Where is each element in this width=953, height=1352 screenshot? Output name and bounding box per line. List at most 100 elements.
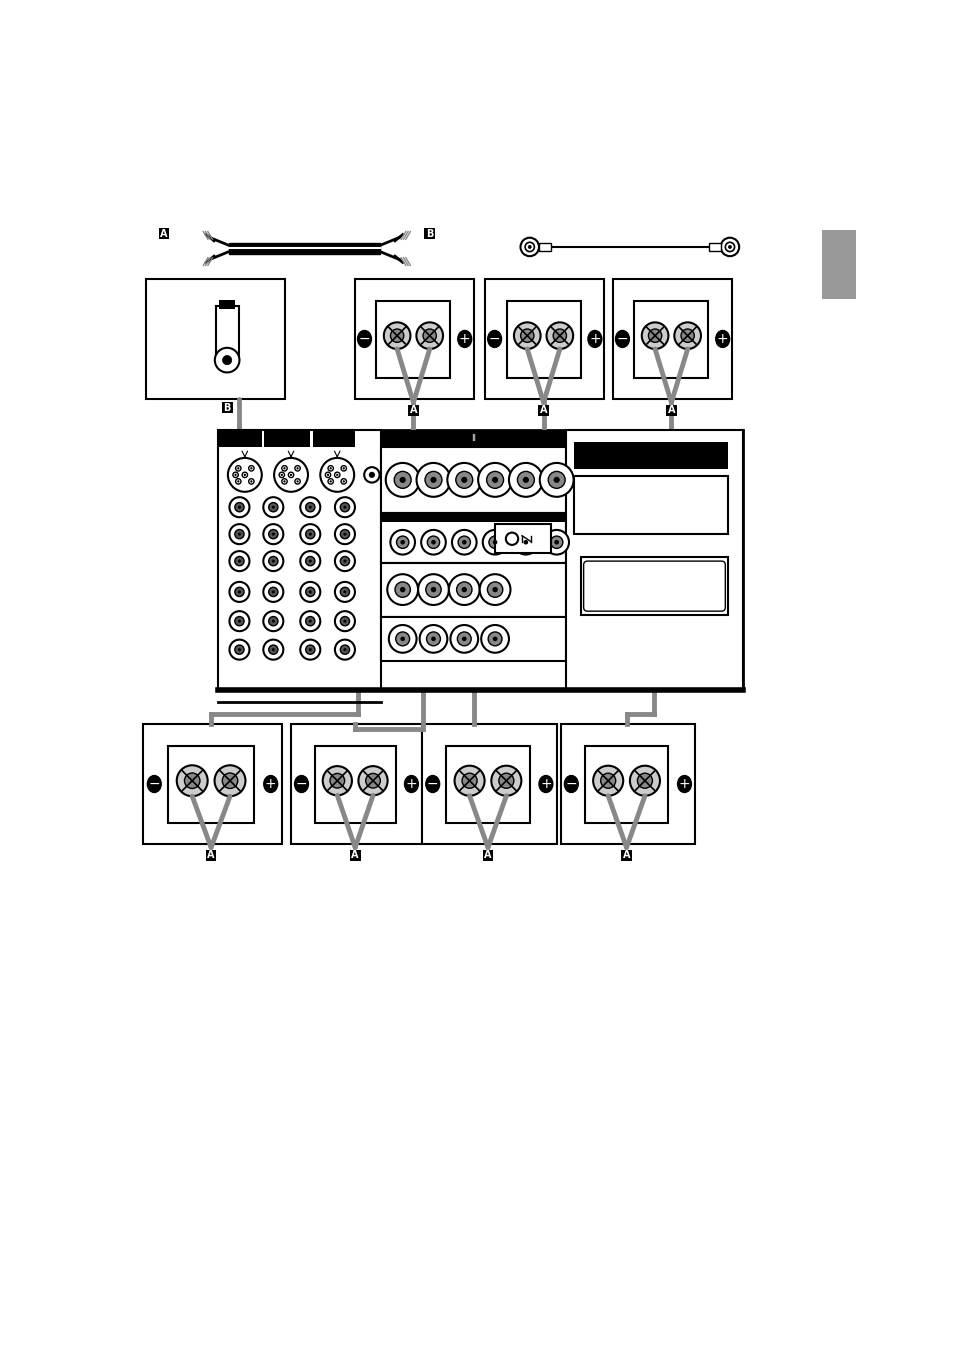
Text: A: A xyxy=(351,850,358,860)
Bar xyxy=(821,230,856,299)
Circle shape xyxy=(456,472,473,488)
Circle shape xyxy=(328,479,333,484)
Bar xyxy=(495,525,550,553)
Circle shape xyxy=(233,472,238,477)
Circle shape xyxy=(341,465,346,470)
Circle shape xyxy=(493,637,497,641)
Circle shape xyxy=(340,557,349,565)
Circle shape xyxy=(600,773,615,788)
Circle shape xyxy=(234,473,236,476)
Circle shape xyxy=(281,465,287,470)
Circle shape xyxy=(637,773,652,788)
Bar xyxy=(143,725,281,844)
Circle shape xyxy=(305,557,314,565)
Circle shape xyxy=(300,525,320,544)
Circle shape xyxy=(249,465,253,470)
Circle shape xyxy=(491,765,521,796)
Circle shape xyxy=(335,581,355,602)
Circle shape xyxy=(488,537,500,549)
Circle shape xyxy=(296,480,298,483)
Ellipse shape xyxy=(294,776,308,792)
Bar xyxy=(560,725,695,844)
Circle shape xyxy=(294,465,300,470)
Circle shape xyxy=(431,587,436,592)
Circle shape xyxy=(456,631,471,646)
Circle shape xyxy=(479,575,510,604)
Circle shape xyxy=(274,458,308,492)
Circle shape xyxy=(263,611,283,631)
Circle shape xyxy=(263,525,283,544)
Circle shape xyxy=(250,480,253,483)
Circle shape xyxy=(680,329,694,342)
Text: −: − xyxy=(358,333,370,346)
Circle shape xyxy=(456,581,472,598)
Circle shape xyxy=(309,591,312,594)
Circle shape xyxy=(229,525,249,544)
Circle shape xyxy=(184,773,200,788)
Circle shape xyxy=(385,462,419,496)
Text: +: + xyxy=(405,777,416,791)
Circle shape xyxy=(450,625,477,653)
Circle shape xyxy=(399,587,405,592)
Circle shape xyxy=(288,472,294,477)
Circle shape xyxy=(342,480,345,483)
Circle shape xyxy=(294,479,300,484)
Bar xyxy=(314,746,395,823)
Circle shape xyxy=(365,773,380,788)
Bar xyxy=(376,300,450,379)
Text: A: A xyxy=(539,406,547,415)
Circle shape xyxy=(322,767,352,795)
Text: A: A xyxy=(484,850,491,860)
Circle shape xyxy=(235,465,241,470)
Circle shape xyxy=(234,530,244,538)
Circle shape xyxy=(400,637,405,641)
Bar xyxy=(484,280,604,399)
Circle shape xyxy=(234,645,244,654)
Circle shape xyxy=(508,462,542,496)
Circle shape xyxy=(335,639,355,660)
Circle shape xyxy=(234,617,244,626)
Bar xyxy=(573,476,727,534)
Ellipse shape xyxy=(457,330,471,347)
Circle shape xyxy=(237,560,241,562)
Bar xyxy=(446,746,529,823)
Text: +: + xyxy=(716,333,728,346)
Circle shape xyxy=(430,477,436,483)
Circle shape xyxy=(280,473,283,476)
Circle shape xyxy=(300,639,320,660)
Circle shape xyxy=(269,617,277,626)
Circle shape xyxy=(452,530,476,554)
Circle shape xyxy=(419,625,447,653)
Circle shape xyxy=(340,645,349,654)
Circle shape xyxy=(234,503,244,512)
Circle shape xyxy=(449,575,479,604)
Circle shape xyxy=(335,525,355,544)
Circle shape xyxy=(237,648,241,652)
Circle shape xyxy=(343,506,346,508)
Circle shape xyxy=(517,472,534,488)
Circle shape xyxy=(272,619,274,623)
Circle shape xyxy=(369,472,375,479)
Circle shape xyxy=(243,473,246,476)
Circle shape xyxy=(358,767,387,795)
Bar xyxy=(381,562,565,617)
Ellipse shape xyxy=(425,776,439,792)
Circle shape xyxy=(523,539,528,545)
Circle shape xyxy=(425,472,441,488)
Text: −: − xyxy=(616,333,628,346)
Bar xyxy=(381,617,565,661)
Circle shape xyxy=(546,322,573,349)
Ellipse shape xyxy=(677,776,691,792)
Circle shape xyxy=(461,587,466,592)
Bar xyxy=(350,850,360,861)
Circle shape xyxy=(335,498,355,518)
Circle shape xyxy=(237,619,241,623)
Circle shape xyxy=(553,329,566,342)
Text: II: II xyxy=(361,434,366,443)
Circle shape xyxy=(269,587,277,596)
Circle shape xyxy=(399,477,405,483)
Circle shape xyxy=(325,472,331,477)
Text: II: II xyxy=(471,434,476,443)
Text: A: A xyxy=(409,406,416,415)
Circle shape xyxy=(520,329,534,342)
